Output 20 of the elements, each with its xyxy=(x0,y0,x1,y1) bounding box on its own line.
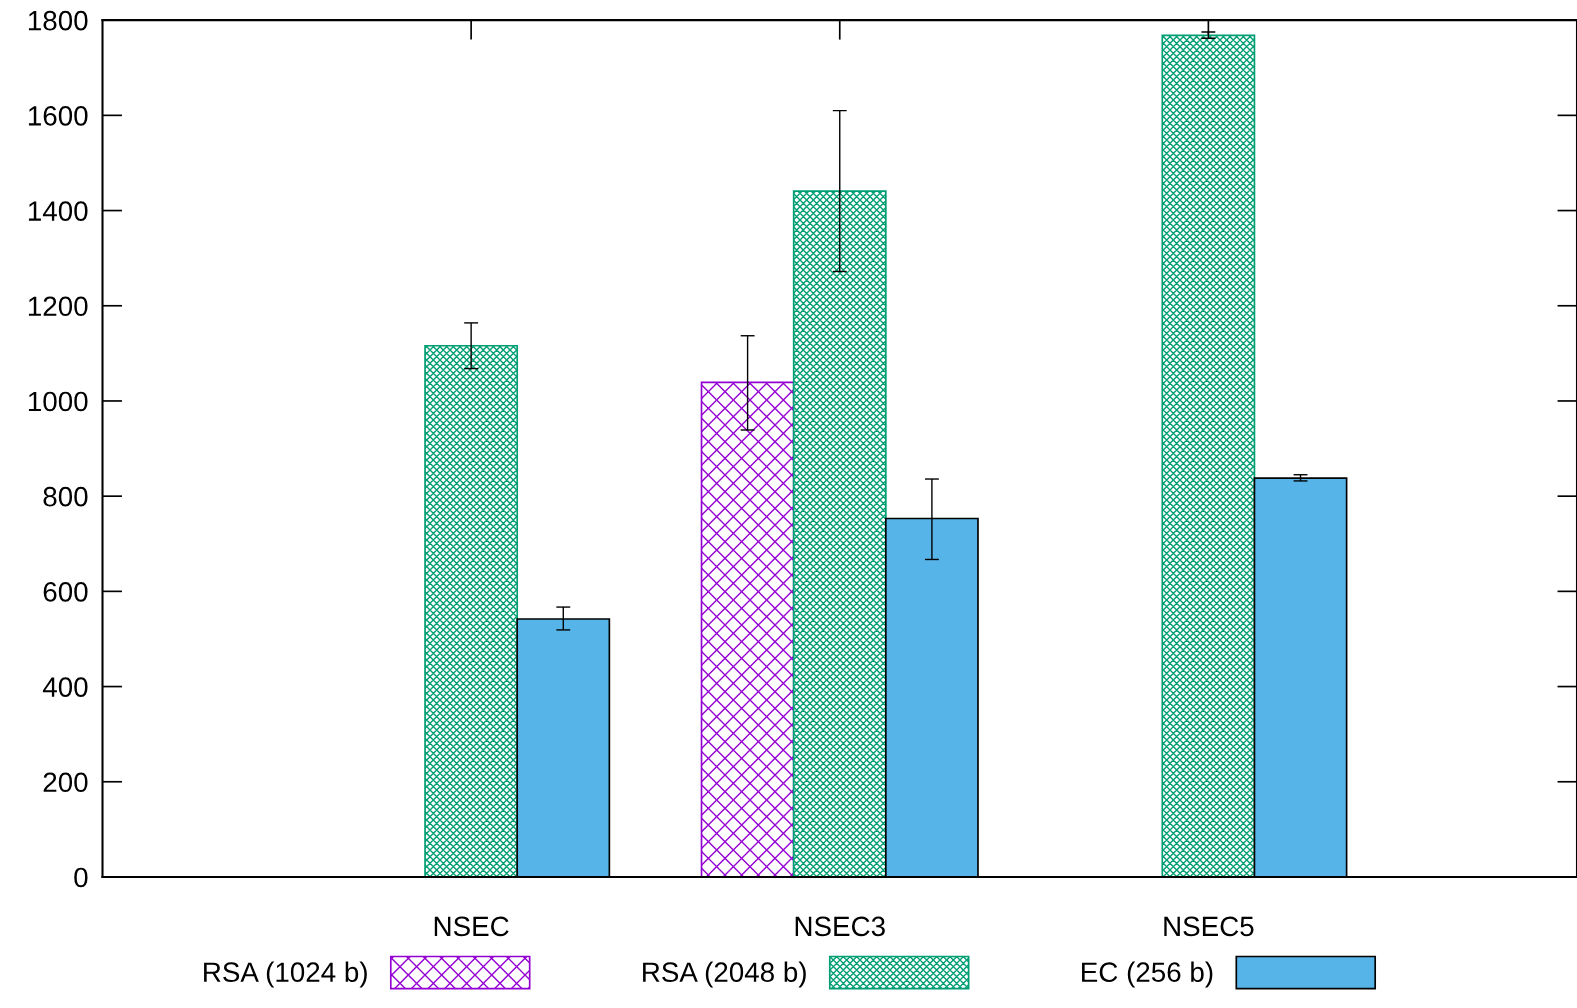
y-tick-label: 600 xyxy=(43,582,88,602)
x-tick-label: NSEC3 xyxy=(795,916,885,937)
bar xyxy=(1161,34,1256,877)
y-tick-label: 1200 xyxy=(28,296,88,317)
y-tick-label: 200 xyxy=(43,772,88,793)
bar xyxy=(424,344,519,877)
y-tick-label: 1800 xyxy=(28,10,88,31)
bar xyxy=(792,190,887,877)
y-tick-label: 1400 xyxy=(28,201,88,221)
legend-label: RSA (1024 b) xyxy=(204,961,367,988)
y-tick-label: 0 xyxy=(74,867,88,888)
x-tick-label: NSEC5 xyxy=(1164,916,1254,937)
legend-label: RSA (2048 b) xyxy=(643,961,806,988)
bar xyxy=(700,381,795,877)
y-tick-label: 800 xyxy=(43,486,88,507)
x-tick-label: NSEC xyxy=(434,916,509,937)
y-tick-label: 1000 xyxy=(28,391,88,412)
legend-label: EC (256 b) xyxy=(1082,961,1213,988)
y-tick-label: 1600 xyxy=(28,106,88,126)
y-tick-label: 400 xyxy=(42,677,88,697)
